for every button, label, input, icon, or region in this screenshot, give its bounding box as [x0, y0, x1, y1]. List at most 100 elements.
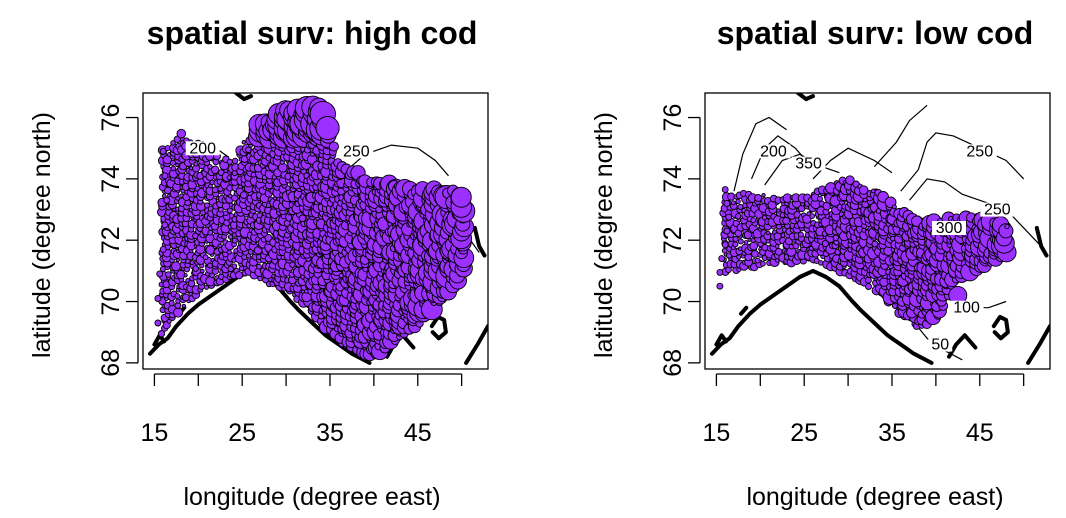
y-tick-label: 68 — [97, 349, 125, 377]
survey-point — [809, 213, 816, 219]
contour-label-bg — [932, 221, 967, 235]
y-tick-label: 74 — [97, 165, 125, 193]
survey-point — [285, 185, 291, 191]
survey-point — [211, 165, 220, 174]
depth-contour — [900, 132, 1025, 192]
survey-point — [226, 207, 233, 214]
survey-point — [864, 276, 872, 284]
y-tick-label: 70 — [659, 288, 687, 316]
plot-frame — [704, 92, 1051, 370]
x-tick-label: 15 — [141, 419, 169, 447]
survey-point — [171, 261, 181, 272]
survey-point — [761, 193, 766, 198]
survey-point — [723, 227, 731, 235]
survey-point — [716, 268, 724, 276]
survey-point — [754, 257, 761, 264]
island — [739, 305, 749, 316]
island — [991, 314, 1010, 341]
contour-label-bg — [339, 144, 374, 159]
survey-point — [207, 164, 213, 170]
survey-point — [166, 318, 172, 324]
survey-point — [858, 185, 869, 195]
survey-point — [193, 161, 199, 167]
survey-point — [154, 319, 162, 327]
x-tick-label: 35 — [878, 419, 906, 447]
coastline — [710, 268, 934, 365]
island — [1026, 324, 1050, 365]
survey-point — [211, 186, 219, 194]
survey-point — [721, 186, 729, 194]
plot-frame — [142, 92, 489, 370]
survey-point — [730, 200, 736, 206]
island — [234, 93, 253, 102]
contour-label: 250 — [343, 143, 370, 160]
survey-point — [735, 198, 741, 205]
survey-point — [170, 140, 176, 146]
survey-point — [231, 157, 239, 165]
survey-point — [732, 236, 739, 243]
survey-point — [157, 330, 166, 338]
contour-label-bg — [928, 337, 953, 352]
survey-point — [716, 282, 724, 290]
survey-point — [256, 212, 263, 219]
panel-low-cod: spatial surv: low cod longitude (degree … — [590, 15, 1051, 511]
survey-point — [736, 254, 742, 260]
survey-point — [743, 240, 749, 245]
survey-point — [315, 115, 340, 141]
survey-point — [737, 238, 744, 245]
survey-point — [200, 268, 205, 274]
survey-point — [776, 208, 781, 213]
survey-point — [168, 300, 175, 307]
x-tick-label: 35 — [316, 419, 344, 447]
survey-point — [865, 283, 872, 290]
survey-point — [170, 165, 177, 172]
survey-point — [161, 193, 167, 199]
survey-point — [183, 273, 188, 278]
depth-contour — [764, 153, 840, 186]
survey-point — [189, 260, 195, 266]
survey-point — [231, 263, 238, 269]
contour-label: 350 — [795, 156, 822, 173]
contour-label-bg — [756, 144, 791, 159]
survey-point — [721, 241, 729, 249]
island — [472, 225, 487, 258]
x-axis-label: longitude (degree east) — [746, 483, 1003, 511]
depth-contour — [750, 135, 810, 180]
survey-point — [718, 255, 726, 263]
survey-point — [239, 191, 248, 199]
survey-point — [159, 245, 167, 253]
island — [464, 324, 488, 365]
survey-point — [226, 175, 232, 181]
survey-point — [735, 213, 742, 220]
survey-point — [750, 217, 757, 224]
survey-point — [256, 263, 262, 270]
island — [429, 314, 448, 341]
survey-point — [192, 265, 199, 272]
contour-label: 50 — [931, 337, 949, 354]
contour-label: 250 — [966, 143, 993, 160]
survey-point — [173, 307, 184, 318]
contour-label: 250 — [984, 202, 1011, 219]
panel-high-cod: spatial surv: high cod longitude (degree… — [28, 15, 489, 511]
survey-point — [217, 243, 223, 249]
survey-point — [175, 298, 181, 304]
x-tick-label: 25 — [790, 419, 818, 447]
survey-point — [1004, 223, 1010, 230]
y-tick-label: 74 — [659, 165, 687, 193]
island — [714, 333, 729, 347]
survey-point — [235, 271, 244, 280]
survey-point — [797, 204, 806, 213]
x-tick-label: 25 — [228, 419, 256, 447]
depth-contour — [873, 104, 928, 168]
contour-label-bg — [980, 202, 1015, 217]
survey-point — [156, 270, 164, 278]
contour-label-bg — [791, 156, 826, 171]
depth-contour — [909, 178, 1042, 247]
chart-title: spatial surv: high cod — [147, 15, 478, 51]
contour-label: 300 — [936, 220, 963, 237]
survey-point — [203, 202, 211, 209]
contour-label: 200 — [189, 140, 216, 157]
survey-point — [774, 244, 780, 249]
